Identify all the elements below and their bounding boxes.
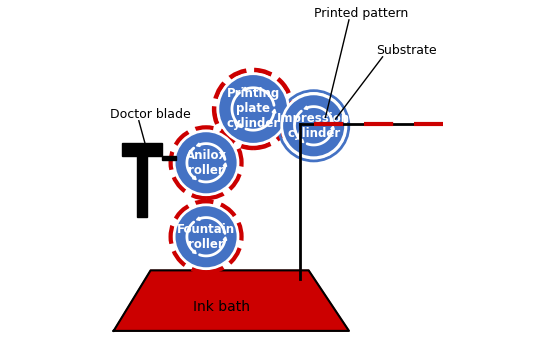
Circle shape bbox=[218, 74, 288, 144]
Polygon shape bbox=[331, 126, 334, 129]
Text: Printed pattern: Printed pattern bbox=[314, 7, 408, 20]
Polygon shape bbox=[223, 163, 227, 166]
Polygon shape bbox=[192, 250, 196, 254]
Text: Substrate: Substrate bbox=[376, 44, 437, 57]
Text: Anilox
roller: Anilox roller bbox=[185, 149, 227, 177]
Text: Doctor blade: Doctor blade bbox=[110, 107, 191, 121]
Polygon shape bbox=[196, 217, 200, 220]
Text: Fountain
roller: Fountain roller bbox=[177, 223, 235, 251]
Polygon shape bbox=[223, 237, 227, 240]
Text: Printing
plate
cylinder: Printing plate cylinder bbox=[227, 87, 280, 131]
Text: Impression
cylinder: Impression cylinder bbox=[277, 112, 350, 140]
Polygon shape bbox=[138, 149, 147, 217]
Polygon shape bbox=[122, 143, 162, 156]
Circle shape bbox=[174, 205, 238, 269]
Polygon shape bbox=[162, 156, 176, 160]
Polygon shape bbox=[304, 106, 307, 109]
Polygon shape bbox=[300, 139, 304, 143]
Polygon shape bbox=[238, 124, 242, 127]
Circle shape bbox=[282, 94, 345, 158]
Circle shape bbox=[174, 131, 238, 195]
Polygon shape bbox=[272, 109, 276, 113]
Polygon shape bbox=[114, 271, 349, 331]
Polygon shape bbox=[243, 87, 246, 91]
Text: Ink bath: Ink bath bbox=[192, 300, 250, 314]
Polygon shape bbox=[192, 176, 196, 180]
Polygon shape bbox=[196, 143, 200, 146]
